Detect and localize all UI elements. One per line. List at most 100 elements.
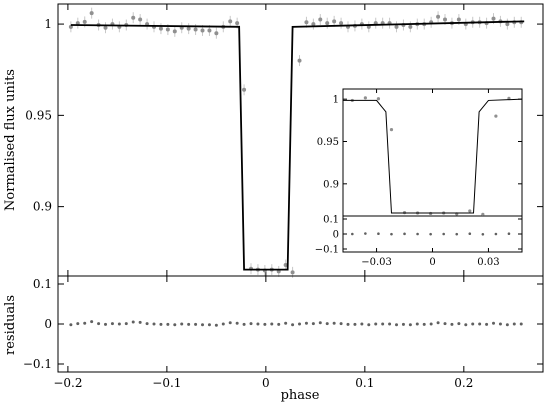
- main-data-point: [172, 29, 177, 34]
- main-data-point: [103, 25, 108, 30]
- residual-point: [353, 322, 357, 326]
- inset-residual-point: [442, 232, 445, 236]
- inset-residual-point: [481, 233, 485, 236]
- inset-residual-point: [494, 232, 498, 236]
- residual-point: [76, 322, 80, 326]
- residual-point: [104, 322, 108, 326]
- main-data-point: [235, 21, 240, 26]
- residual-point: [90, 320, 94, 324]
- inset-data-point: [376, 97, 381, 101]
- main-data-point: [491, 16, 496, 21]
- residual-point: [388, 322, 392, 326]
- inset-residual-point: [364, 232, 367, 235]
- inset-resid-y-tick-label: −0.1: [315, 245, 339, 256]
- residual-point: [207, 323, 211, 327]
- main-data-point: [193, 27, 198, 32]
- inset-x-tick-label: −0.03: [361, 257, 392, 268]
- inset-panel: 0.9 0.95 1 −0.1 0 0.1 −0.03 0 0.03: [315, 88, 523, 268]
- x-tick-label: −0.2: [53, 376, 82, 390]
- inset-residual-point: [468, 232, 472, 235]
- main-data-point: [304, 20, 309, 25]
- residual-point: [318, 321, 322, 325]
- residuals-y-axis-label: residuals: [3, 295, 18, 355]
- main-y-tick-label: 0.95: [25, 108, 52, 122]
- residual-point: [422, 322, 426, 326]
- inset-x-tick-label: 0: [429, 257, 435, 268]
- main-data-point: [158, 26, 163, 31]
- residual-point: [214, 323, 218, 327]
- main-y-tick-label: 1: [44, 17, 52, 31]
- residual-point: [443, 322, 447, 326]
- residual-point: [270, 322, 274, 326]
- residuals-y-tick-label: 0.1: [33, 277, 52, 291]
- inset-residual-point: [351, 232, 354, 236]
- residual-point: [298, 322, 302, 326]
- main-data-point: [332, 19, 337, 24]
- residual-point: [235, 321, 239, 325]
- inset-model-curve: [343, 98, 523, 214]
- main-data-point: [290, 270, 295, 275]
- main-data-point: [283, 263, 288, 268]
- main-data-point: [456, 17, 461, 22]
- residual-point: [145, 322, 149, 326]
- main-data-point: [311, 22, 316, 27]
- inset-residual-point: [403, 232, 406, 236]
- residual-point: [166, 322, 170, 326]
- residual-point: [249, 322, 253, 326]
- residual-point: [374, 322, 378, 326]
- residual-point: [263, 322, 267, 326]
- residual-point: [450, 322, 454, 326]
- residual-point: [429, 322, 433, 326]
- main-data-point: [436, 14, 441, 19]
- residual-point: [367, 323, 371, 327]
- inset-residual-point: [390, 232, 393, 236]
- main-data-point: [408, 24, 413, 29]
- inset-y-tick-label: 0.9: [323, 179, 339, 190]
- inset-y-tick-label: 1: [333, 95, 339, 106]
- main-data-point: [339, 21, 344, 26]
- main-panel: 0.9 0.95 1: [25, 3, 544, 278]
- residual-point: [519, 322, 523, 326]
- inset-x-tick-label: 0.03: [477, 257, 499, 268]
- inset-data-point: [507, 96, 511, 100]
- residual-point: [471, 322, 475, 326]
- residual-point: [117, 322, 121, 326]
- residual-point: [201, 323, 205, 327]
- residuals-panel: −0.2 −0.1 0 0.1 0.2−0.100.1: [23, 275, 544, 390]
- residuals-y-tick-label: −0.1: [23, 357, 52, 371]
- inset-frame: [342, 88, 523, 253]
- residual-point: [242, 322, 246, 326]
- residual-point: [360, 322, 364, 326]
- residual-point: [498, 322, 502, 326]
- residual-point: [311, 322, 315, 326]
- residual-point: [187, 322, 191, 326]
- residual-point: [69, 323, 73, 327]
- residual-point: [228, 321, 232, 325]
- main-data-point: [200, 28, 205, 33]
- x-tick-label: 0.1: [355, 376, 374, 390]
- residual-point: [485, 322, 489, 326]
- main-model-curve: [70, 20, 525, 271]
- main-data-point: [82, 19, 87, 24]
- residual-point: [346, 322, 350, 326]
- residual-point: [83, 321, 87, 325]
- residual-point: [256, 322, 260, 326]
- residual-point: [457, 322, 461, 326]
- residual-point: [395, 323, 399, 327]
- x-tick-label: 0: [262, 376, 270, 390]
- main-y-tick-label: 0.9: [33, 200, 52, 214]
- inset-resid-y-tick-label: 0: [333, 230, 339, 241]
- x-tick-label: −0.1: [152, 376, 181, 390]
- main-data-point: [242, 87, 247, 92]
- residual-point: [512, 322, 516, 326]
- main-data-point: [131, 15, 136, 20]
- residual-point: [152, 322, 156, 326]
- main-data-point: [165, 27, 170, 32]
- main-data-point: [207, 28, 212, 33]
- inset-residual-point: [377, 232, 380, 235]
- inset-data-point: [494, 114, 498, 118]
- residual-point: [124, 322, 128, 326]
- residual-point: [194, 322, 198, 326]
- residual-point: [131, 320, 135, 324]
